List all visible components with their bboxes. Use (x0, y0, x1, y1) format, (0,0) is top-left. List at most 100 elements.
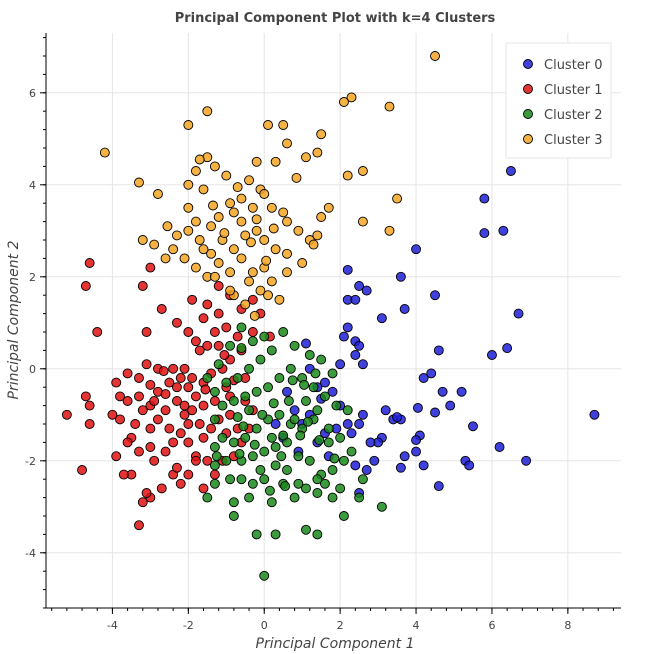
point-cluster-3 (194, 235, 205, 245)
point-cluster-2 (202, 492, 213, 503)
point-cluster-2 (213, 359, 224, 370)
point-cluster-2 (236, 474, 247, 485)
point-cluster-0 (418, 460, 429, 471)
y-tick-label: -2 (25, 455, 36, 468)
point-cluster-0 (399, 451, 410, 462)
point-cluster-2 (346, 446, 357, 457)
point-cluster-2 (335, 432, 346, 443)
point-cluster-0 (399, 304, 410, 314)
point-cluster-3 (190, 166, 201, 176)
point-cluster-1 (219, 350, 230, 360)
point-cluster-3 (208, 200, 218, 211)
point-cluster-3 (251, 156, 262, 167)
point-cluster-1 (202, 455, 213, 466)
point-cluster-3 (270, 156, 281, 167)
point-cluster-1 (145, 423, 156, 434)
legend-marker (523, 84, 533, 94)
point-cluster-3 (316, 129, 327, 140)
point-cluster-1 (202, 340, 213, 351)
point-cluster-2 (338, 511, 349, 521)
point-cluster-0 (430, 407, 440, 418)
point-cluster-1 (160, 405, 171, 416)
point-cluster-3 (228, 207, 239, 218)
point-cluster-3 (282, 248, 292, 259)
point-cluster-0 (502, 343, 513, 354)
point-cluster-2 (329, 453, 340, 464)
point-cluster-2 (312, 488, 323, 498)
point-cluster-3 (274, 294, 285, 305)
point-cluster-2 (247, 336, 258, 347)
point-cluster-3 (162, 221, 173, 232)
point-cluster-0 (433, 345, 444, 356)
point-cluster-3 (259, 235, 270, 245)
point-cluster-1 (209, 469, 220, 480)
point-cluster-1 (175, 373, 186, 383)
point-cluster-2 (331, 400, 342, 411)
point-cluster-2 (308, 382, 319, 393)
point-cluster-3 (202, 106, 213, 117)
point-cluster-2 (266, 497, 277, 508)
point-cluster-1 (137, 405, 148, 416)
point-cluster-1 (187, 405, 198, 416)
point-cluster-0 (412, 402, 423, 413)
point-cluster-3 (232, 182, 243, 193)
point-cluster-2 (312, 405, 323, 416)
point-cluster-0 (513, 308, 524, 319)
point-cluster-1 (61, 409, 72, 420)
point-cluster-3 (183, 120, 194, 130)
point-cluster-1 (134, 391, 144, 402)
point-cluster-3 (183, 179, 194, 190)
point-cluster-0 (357, 359, 368, 370)
point-cluster-1 (175, 428, 186, 439)
point-cluster-0 (354, 281, 365, 291)
point-cluster-3 (259, 189, 270, 199)
point-cluster-0 (346, 428, 357, 439)
point-cluster-0 (479, 193, 490, 204)
point-cluster-2 (301, 396, 311, 406)
point-cluster-2 (302, 416, 313, 427)
point-cluster-3 (297, 258, 308, 268)
point-cluster-2 (259, 474, 270, 485)
point-cluster-1 (213, 281, 224, 291)
point-cluster-2 (240, 391, 251, 402)
point-cluster-0 (380, 405, 391, 416)
point-cluster-3 (99, 147, 110, 158)
chart-title: Principal Component Plot with k=4 Cluste… (175, 11, 496, 26)
y-tick-label: 0 (29, 363, 36, 376)
point-cluster-2 (247, 451, 258, 462)
point-cluster-2 (236, 322, 247, 333)
point-cluster-1 (198, 432, 209, 443)
point-cluster-3 (236, 216, 247, 227)
point-cluster-1 (206, 423, 217, 434)
point-cluster-3 (251, 225, 262, 236)
point-cluster-1 (209, 327, 220, 337)
point-cluster-1 (122, 368, 133, 379)
point-cluster-2 (228, 437, 239, 448)
point-cluster-2 (228, 511, 239, 521)
point-cluster-2 (323, 423, 334, 434)
point-cluster-0 (301, 338, 311, 349)
point-cluster-3 (171, 230, 182, 241)
point-cluster-2 (301, 524, 311, 535)
point-cluster-3 (228, 244, 239, 255)
point-cluster-0 (426, 368, 437, 379)
point-cluster-2 (209, 460, 220, 471)
point-cluster-3 (244, 175, 255, 186)
point-cluster-0 (350, 350, 361, 360)
point-cluster-0 (327, 386, 338, 397)
point-cluster-3 (266, 276, 277, 287)
point-cluster-1 (179, 409, 190, 420)
point-cluster-2 (257, 409, 268, 420)
point-cluster-2 (247, 478, 258, 489)
point-cluster-0 (357, 409, 368, 420)
point-cluster-2 (217, 432, 228, 443)
point-cluster-3 (240, 299, 251, 310)
point-cluster-3 (225, 198, 236, 209)
point-cluster-2 (268, 398, 279, 409)
point-cluster-0 (320, 377, 330, 388)
point-cluster-0 (354, 340, 365, 351)
legend-label: Cluster 0 (544, 58, 603, 73)
point-cluster-3 (236, 193, 247, 204)
point-cluster-1 (187, 294, 198, 305)
